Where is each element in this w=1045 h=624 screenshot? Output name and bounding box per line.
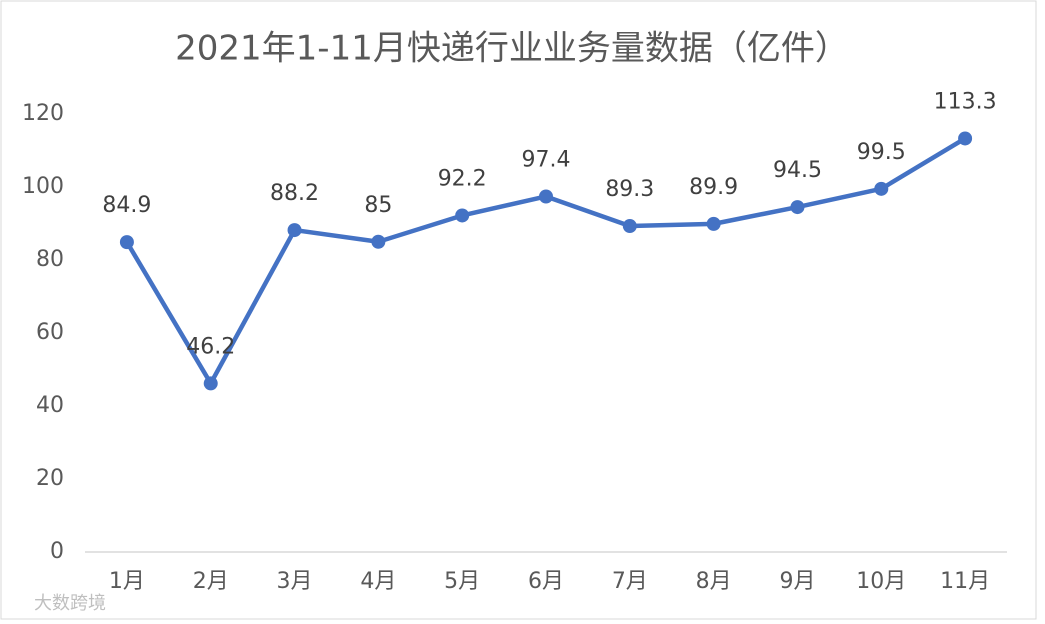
x-tick-label: 7月	[612, 569, 648, 594]
data-label: 94.5	[773, 158, 822, 183]
y-tick-label: 100	[22, 174, 64, 199]
data-label: 46.2	[186, 334, 235, 359]
x-tick-label: 9月	[779, 569, 815, 594]
data-point	[287, 223, 302, 238]
data-point	[622, 219, 637, 234]
x-tick-label: 2月	[193, 569, 229, 594]
x-tick-label: 8月	[696, 569, 732, 594]
x-tick-label: 5月	[444, 569, 480, 594]
data-point	[790, 200, 805, 215]
data-label: 113.3	[934, 89, 997, 114]
data-label: 99.5	[857, 140, 906, 165]
data-point	[706, 216, 721, 231]
data-point	[958, 131, 973, 146]
x-tick-label: 10月	[856, 569, 906, 594]
data-point	[203, 376, 218, 391]
y-tick-label: 60	[36, 320, 64, 345]
data-point	[874, 181, 889, 196]
data-point	[455, 208, 470, 223]
watermark: 大数跨境	[34, 593, 106, 614]
y-tick-label: 40	[36, 393, 64, 418]
x-tick-label: 3月	[277, 569, 313, 594]
data-label: 88.2	[270, 181, 319, 206]
y-tick-label: 20	[36, 466, 64, 491]
data-label: 92.2	[438, 166, 487, 191]
data-label: 89.3	[605, 177, 654, 202]
data-point	[371, 234, 386, 249]
data-label: 84.9	[102, 193, 151, 218]
x-tick-label: 1月	[109, 569, 145, 594]
data-point	[119, 235, 134, 250]
x-tick-label: 4月	[360, 569, 396, 594]
x-tick-label: 11月	[940, 569, 990, 594]
y-tick-label: 80	[36, 247, 64, 272]
chart-title: 2021年1-11月快递行业业务量数据（亿件）	[175, 29, 849, 69]
y-tick-label: 0	[50, 539, 64, 564]
data-point	[539, 189, 553, 204]
y-tick-label: 120	[22, 101, 64, 126]
data-label: 85	[364, 193, 392, 218]
data-label: 97.4	[522, 147, 571, 172]
x-tick-label: 6月	[528, 569, 564, 594]
data-label: 89.9	[689, 175, 738, 200]
